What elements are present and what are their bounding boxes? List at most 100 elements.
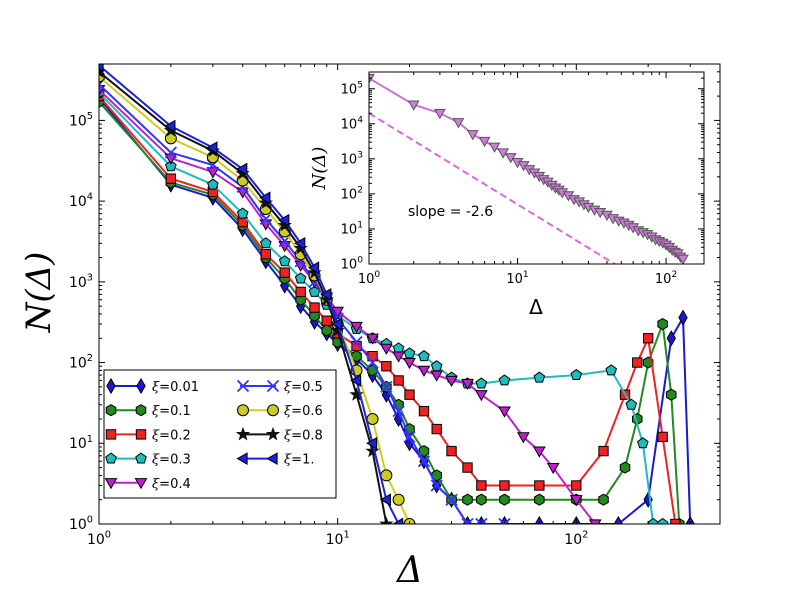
data-point	[206, 167, 220, 179]
series-8	[99, 64, 404, 524]
legend-value: 0.4	[170, 477, 191, 492]
data-point	[294, 272, 307, 284]
data-point	[678, 309, 688, 326]
legend-marker	[237, 404, 249, 417]
inset-series-layer	[369, 73, 689, 264]
data-point	[279, 267, 290, 278]
data-point	[417, 365, 431, 377]
legend-symbol: ξ	[152, 404, 160, 419]
legend-item: ξ=0.3	[105, 452, 191, 468]
data-point	[294, 236, 306, 250]
legend-items: ξ=0.01ξ=0.1ξ=0.2ξ=0.3ξ=0.4ξ=0.5ξ=0.6ξ=0.…	[104, 377, 323, 492]
legend-equals: =	[159, 477, 170, 492]
legend-value: 1.	[302, 453, 314, 468]
data-point	[637, 437, 649, 449]
data-point	[498, 406, 511, 418]
data-point	[657, 317, 668, 331]
data-point	[207, 178, 219, 190]
data-point	[474, 390, 488, 402]
legend-equals: =	[291, 404, 302, 419]
data-point	[165, 173, 177, 184]
legend-label: ξ=0.1	[152, 404, 191, 419]
data-point	[308, 261, 320, 274]
main-x-tick-exp: 2	[582, 530, 588, 541]
inset-y-tick-exp: 0	[357, 256, 363, 266]
legend-label: ξ=0.3	[152, 453, 191, 468]
legend-symbol: ξ	[284, 428, 292, 443]
legend-item: ξ=0.1	[105, 404, 191, 419]
data-point	[403, 347, 416, 359]
data-point	[366, 333, 379, 345]
legend-symbol: ξ	[284, 453, 292, 468]
legend-value: 0.5	[302, 380, 323, 395]
inset-data-point	[488, 142, 501, 153]
series-line	[99, 64, 400, 524]
legend-item: ξ=0.01	[106, 377, 199, 395]
legend-equals: =	[159, 453, 170, 468]
data-point	[259, 191, 271, 205]
inset-x-tick-exp: 2	[671, 270, 677, 280]
data-point	[571, 480, 582, 491]
main-y-tick-exp: 0	[87, 515, 93, 526]
legend-marker	[134, 478, 148, 490]
main-y-tick-base: 10	[69, 275, 87, 291]
data-point	[499, 493, 510, 506]
legend-symbol: ξ	[152, 428, 160, 443]
data-point	[462, 462, 473, 473]
data-point	[476, 480, 487, 491]
data-point	[461, 517, 474, 524]
inset-series-0	[369, 73, 689, 264]
data-point	[366, 412, 379, 425]
data-point	[632, 357, 643, 368]
data-point	[392, 517, 404, 524]
inset-y-tick-exp: 4	[357, 115, 363, 125]
data-point	[321, 315, 332, 326]
main-y-tick-base: 10	[69, 194, 87, 210]
main-y-tick-label: 105	[69, 111, 93, 129]
inset-data-point	[407, 100, 420, 111]
legend-marker	[135, 404, 147, 417]
data-point	[379, 516, 394, 524]
data-point	[446, 445, 457, 457]
data-point	[570, 368, 583, 381]
legend-label: ξ=0.2	[152, 428, 191, 443]
main-series-layer	[99, 64, 695, 524]
data-point	[598, 445, 609, 457]
data-point	[320, 287, 332, 301]
data-point	[475, 377, 488, 389]
legend-marker	[105, 452, 117, 464]
data-point	[259, 237, 272, 249]
inset-x-tick-label: 101	[506, 270, 528, 287]
legend-marker	[266, 379, 280, 393]
data-point	[295, 286, 306, 298]
data-point	[445, 493, 458, 506]
data-point	[430, 370, 444, 382]
legend-value: 0.8	[302, 428, 323, 443]
data-point	[642, 333, 654, 344]
inset-x-tick-exp: 0	[374, 270, 380, 280]
data-point	[165, 160, 177, 172]
data-point	[236, 207, 249, 219]
main-y-tick-exp: 3	[87, 272, 93, 283]
data-point	[499, 480, 510, 491]
main-y-tick-label: 101	[69, 434, 93, 452]
data-point	[533, 371, 546, 383]
data-point	[164, 132, 177, 145]
main-x-tick-exp: 1	[343, 530, 349, 541]
inset-y-tick-base: 10	[341, 82, 358, 97]
inset-plot-frame	[368, 71, 705, 265]
main-y-tick-label: 104	[69, 192, 93, 210]
main-x-tick-label: 101	[326, 530, 350, 548]
main-y-tick-base: 10	[69, 517, 87, 533]
legend-marker	[105, 429, 117, 440]
legend-marker	[236, 379, 250, 393]
data-point	[532, 446, 546, 458]
data-point	[278, 213, 290, 227]
inset-data-point	[452, 118, 465, 129]
main-y-tick-exp: 5	[87, 111, 93, 122]
main-x-tick-exp: 0	[105, 530, 111, 541]
legend-item: ξ=0.6	[237, 404, 323, 419]
data-point	[418, 405, 430, 417]
legend-value: 0.3	[170, 453, 191, 468]
